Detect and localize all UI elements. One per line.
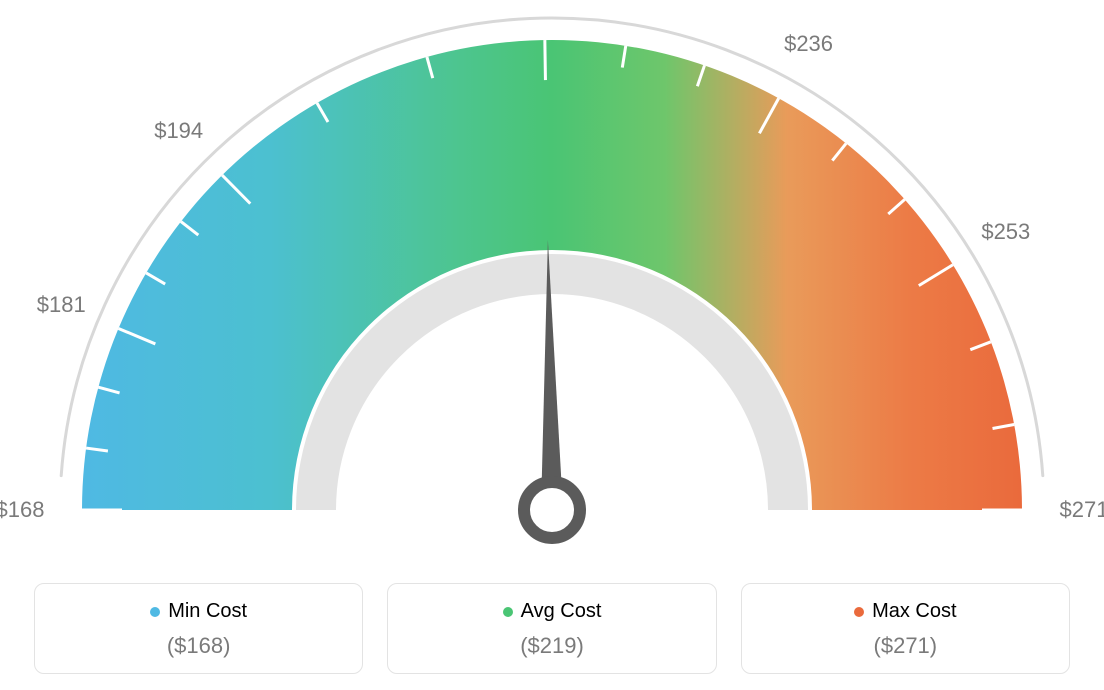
gauge-tick-label: $168: [0, 497, 44, 523]
legend-row: Min Cost ($168) Avg Cost ($219) Max Cost…: [0, 583, 1104, 674]
dot-icon: [150, 607, 160, 617]
gauge-svg: [0, 0, 1104, 560]
dot-icon: [503, 607, 513, 617]
gauge-tick-label: $236: [784, 31, 833, 57]
legend-label: Min Cost: [168, 600, 247, 623]
legend-card-avg: Avg Cost ($219): [387, 583, 716, 674]
legend-label: Max Cost: [872, 600, 956, 623]
legend-value: ($168): [45, 633, 352, 659]
gauge-tick-label: $181: [37, 292, 86, 318]
legend-value: ($271): [752, 633, 1059, 659]
legend-card-max: Max Cost ($271): [741, 583, 1070, 674]
dot-icon: [854, 607, 864, 617]
legend-title-avg: Avg Cost: [503, 600, 602, 623]
gauge-tick-label: $271: [1060, 497, 1104, 523]
legend-title-max: Max Cost: [854, 600, 956, 623]
gauge-tick-label: $253: [981, 219, 1030, 245]
gauge-tick-label: $194: [154, 118, 203, 144]
legend-title-min: Min Cost: [150, 600, 247, 623]
legend-label: Avg Cost: [521, 600, 602, 623]
legend-value: ($219): [398, 633, 705, 659]
cost-gauge: $168$181$194$219$236$253$271: [0, 0, 1104, 560]
legend-card-min: Min Cost ($168): [34, 583, 363, 674]
